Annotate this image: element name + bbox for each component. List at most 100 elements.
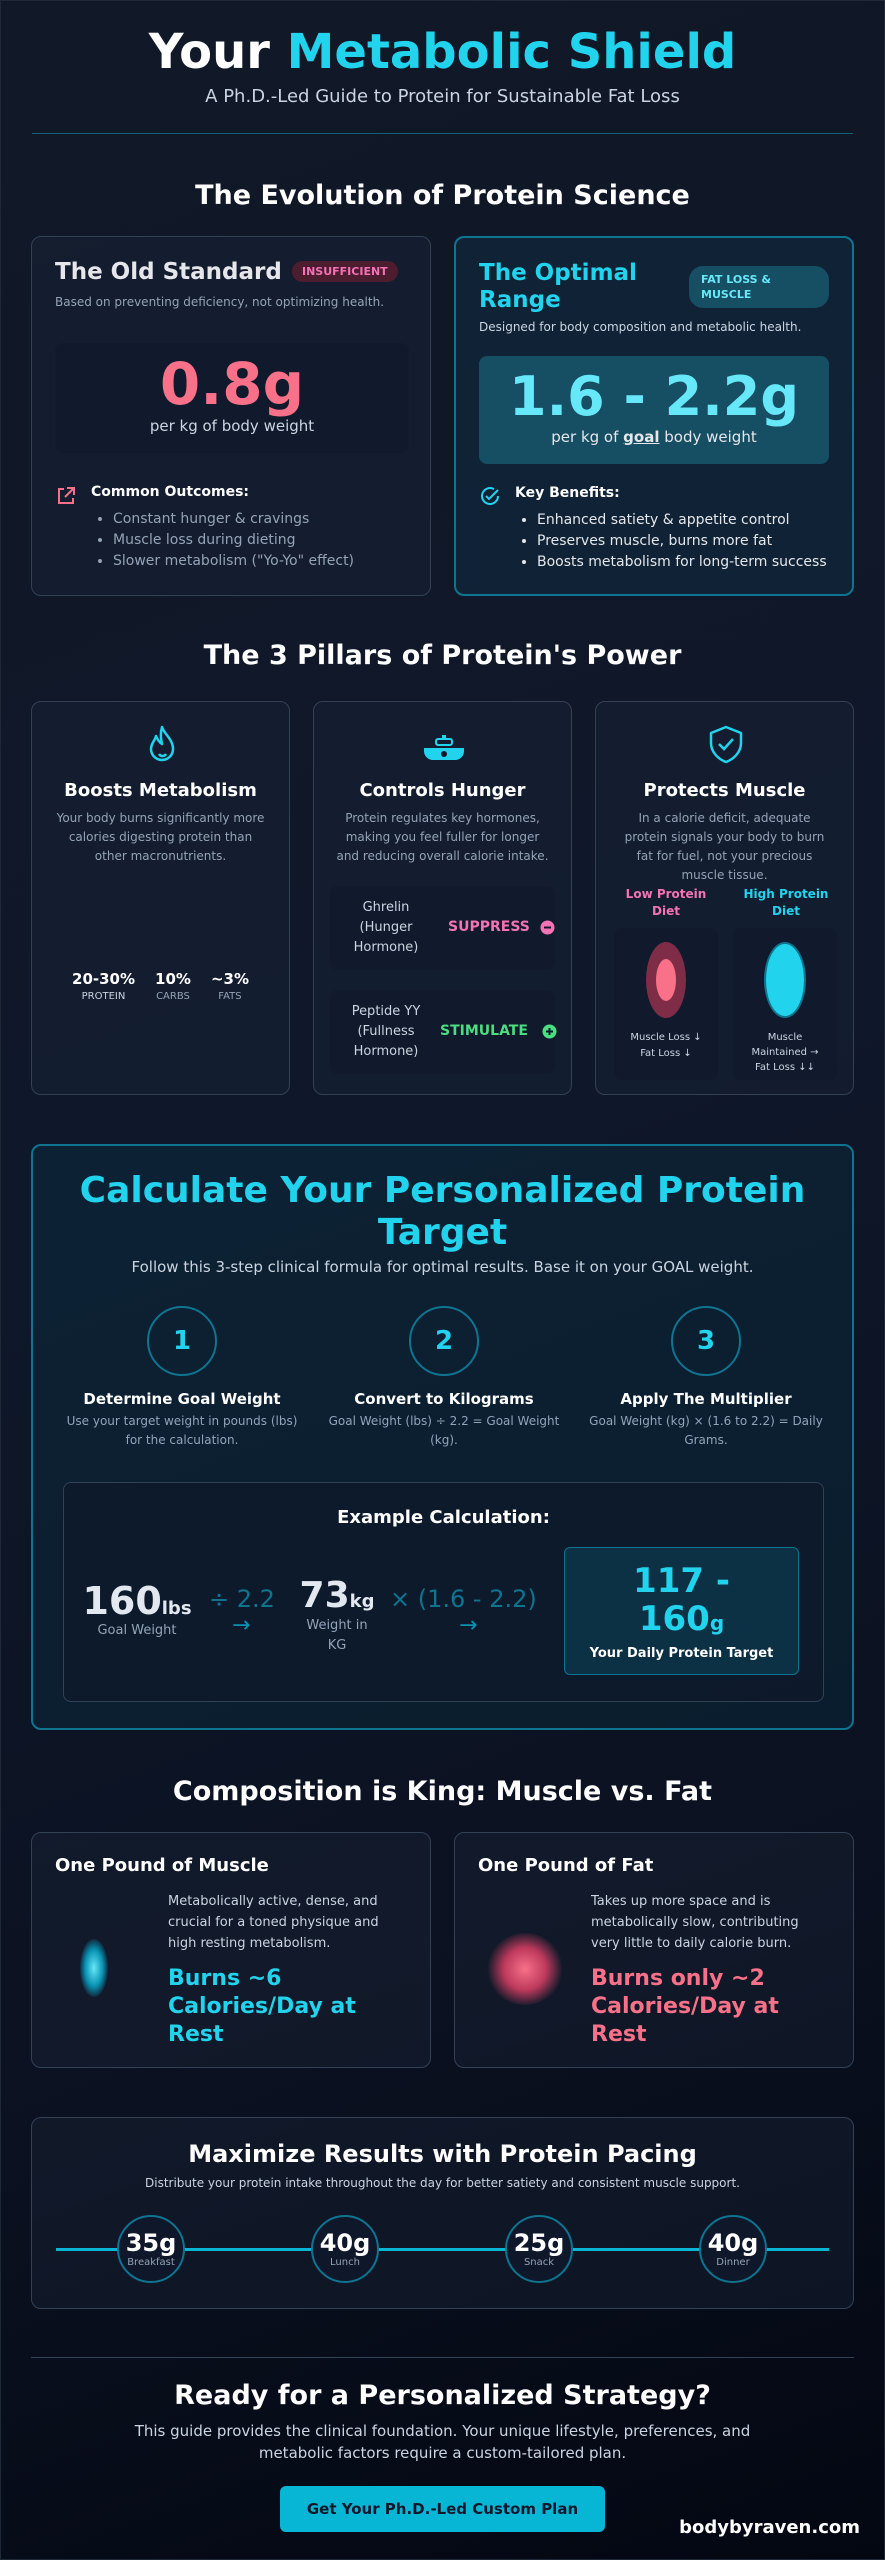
result-line: Fat Loss ↓ xyxy=(640,1048,692,1059)
unit-goal: goal xyxy=(623,428,660,446)
desc-line: very little to daily calorie burn. xyxy=(591,1936,792,1951)
calculator-section: Calculate Your Personalized Protein Targ… xyxy=(31,1144,854,1730)
step-desc-line: Goal Weight (kg) × (1.6 to 2.2) = Daily xyxy=(589,1414,823,1428)
burn-line: Calories/Day at xyxy=(168,1994,356,2019)
pillar-desc: In a calorie deficit, adequate protein s… xyxy=(624,811,825,882)
list-item: Preserves muscle, burns more fat xyxy=(537,531,827,552)
optimal-title-line: The Optimal xyxy=(479,260,637,286)
cta-divider xyxy=(31,2357,854,2358)
kg-value: 73 xyxy=(299,1575,350,1616)
high-protein-label: High Protein Diet xyxy=(726,886,846,920)
external-link-icon xyxy=(55,485,77,511)
hormone-name-line: Hormone) xyxy=(353,1044,419,1059)
optimal-unit: per kg of goal body weight xyxy=(479,428,829,446)
hormone-name-line: Ghrelin xyxy=(362,900,410,915)
hormone-name-line: Hormone) xyxy=(353,940,419,955)
shield-check-icon xyxy=(707,724,745,768)
pillar-title: Controls Hunger xyxy=(359,780,526,801)
result-line: Muscle Loss ↓ xyxy=(630,1032,702,1043)
stat-value: ~3% xyxy=(210,970,249,988)
brand-link[interactable]: bodybyraven.com xyxy=(679,2517,860,2538)
calculator-title-line: Target xyxy=(377,1212,508,1253)
muscle-card: One Pound of Muscle Metabolically active… xyxy=(31,1832,431,2068)
old-standard-title: The Old Standard xyxy=(55,259,282,285)
plus-circle-icon xyxy=(542,1024,557,1043)
burn-line: Calories/Day at xyxy=(591,1994,779,2019)
hormone-ghrelin: Ghrelin (Hunger Hormone) SUPPRESS xyxy=(330,886,555,970)
badge-line: FAT LOSS & xyxy=(701,273,771,286)
title-part-1: Your xyxy=(148,24,270,80)
desc-line: crucial for a toned physique and xyxy=(168,1915,379,1930)
hormone-name: Ghrelin (Hunger Hormone) xyxy=(330,898,442,958)
title-part-2: Metabolic Shield xyxy=(286,24,737,80)
kg-unit: kg xyxy=(349,1591,375,1612)
old-standard-desc: Based on preventing deficiency, not opti… xyxy=(55,295,385,309)
example-lbs: 160lbs Goal Weight xyxy=(82,1579,192,1638)
step-desc-line: Goal Weight (lbs) ÷ 2.2 = Goal Weight xyxy=(328,1414,560,1428)
desc-line: high resting metabolism. xyxy=(168,1936,331,1951)
benefits-list: Enhanced satiety & appetite control Pres… xyxy=(515,510,827,573)
cta-desc-line: metabolic factors require a custom-tailo… xyxy=(258,2444,627,2462)
flame-icon xyxy=(147,724,177,768)
muscle-full-shape xyxy=(764,942,806,1018)
meal-lunch: 40g Lunch xyxy=(311,2215,379,2283)
low-protein-result: Muscle Loss ↓ Fat Loss ↓ xyxy=(614,1030,718,1062)
optimal-range-card: The Optimal Range FAT LOSS & MUSCLE Desi… xyxy=(454,236,854,596)
burn-line: Rest xyxy=(168,2022,224,2047)
result-line: Maintained → xyxy=(751,1047,819,1058)
meal-label: Dinner xyxy=(716,2257,750,2268)
meal-grams: 40g xyxy=(319,2229,371,2257)
composition-title: Composition is King: Muscle vs. Fat xyxy=(172,1776,713,1807)
pillar-hunger: Controls Hunger Protein regulates key ho… xyxy=(313,701,572,1095)
benefits-title: Key Benefits: xyxy=(515,485,620,501)
label-line: Diet xyxy=(652,904,680,918)
kg-label-line: KG xyxy=(327,1638,347,1653)
example-title: Example Calculation: xyxy=(337,1507,550,1528)
pacing-section: Maximize Results with Protein Pacing Dis… xyxy=(31,2117,854,2309)
scale-icon xyxy=(422,734,466,766)
divide-operator: ÷ 2.2 xyxy=(209,1585,275,1613)
list-item: Enhanced satiety & appetite control xyxy=(537,510,827,531)
fat-shape xyxy=(487,1933,563,2005)
evolution-title: The Evolution of Protein Science xyxy=(195,180,690,211)
unit-text: body weight xyxy=(664,428,757,446)
burn-line: Burns only ~2 xyxy=(591,1966,765,1991)
pillar-muscle: Protects Muscle In a calorie deficit, ad… xyxy=(595,701,854,1095)
step-2-circle: 2 xyxy=(409,1306,479,1376)
stimulate-label: STIMULATE xyxy=(440,1023,528,1039)
high-protein-panel: Muscle Maintained → Fat Loss ↓↓ xyxy=(733,928,837,1080)
meal-snack: 25g Snack xyxy=(505,2215,573,2283)
list-item: Muscle loss during dieting xyxy=(113,530,354,551)
desc-line: metabolically slow, contributing xyxy=(591,1915,799,1930)
fat-desc: Takes up more space and is metabolically… xyxy=(591,1891,799,1954)
stat-protein: 20-30% PROTEIN xyxy=(72,970,135,1002)
custom-plan-button[interactable]: Get Your Ph.D.-Led Custom Plan xyxy=(280,2486,605,2532)
daily-target-box: 117 - 160g Your Daily Protein Target xyxy=(564,1547,799,1675)
list-item: Boosts metabolism for long-term success xyxy=(537,552,827,573)
desc-line: Metabolically active, dense, and xyxy=(168,1894,378,1909)
result-value: 160 xyxy=(638,1599,710,1639)
fat-burn: Burns only ~2 Calories/Day at Rest xyxy=(591,1965,779,2049)
meal-label: Lunch xyxy=(330,2257,360,2268)
step-2-title: Convert to Kilograms xyxy=(354,1390,534,1408)
hormone-name-line: (Hunger xyxy=(359,920,413,935)
stat-value: 10% xyxy=(155,970,191,988)
cta-desc-line: This guide provides the clinical foundat… xyxy=(134,2422,751,2440)
burn-line: Burns ~6 xyxy=(168,1966,282,1991)
meal-label: Snack xyxy=(523,2257,555,2268)
pillars-title: The 3 Pillars of Protein's Power xyxy=(203,640,682,671)
optimal-title: The Optimal Range xyxy=(479,260,637,314)
meal-grams: 40g xyxy=(707,2229,759,2257)
pillar-title: Protects Muscle xyxy=(643,780,806,801)
old-unit: per kg of body weight xyxy=(149,417,315,435)
minus-circle-icon xyxy=(540,920,555,939)
result-line: Fat Loss ↓↓ xyxy=(755,1062,815,1073)
lbs-unit: lbs xyxy=(161,1598,192,1619)
pillar-desc: Your body burns significantly more calor… xyxy=(56,811,265,863)
kg-label: Weight in KG xyxy=(292,1616,382,1656)
hormone-name-line: (Fullness xyxy=(357,1024,415,1039)
outcomes-list: Constant hunger & cravings Muscle loss d… xyxy=(91,509,354,572)
header-divider xyxy=(32,133,853,134)
step-3-title: Apply The Multiplier xyxy=(620,1390,792,1408)
result-unit: g xyxy=(709,1611,725,1635)
